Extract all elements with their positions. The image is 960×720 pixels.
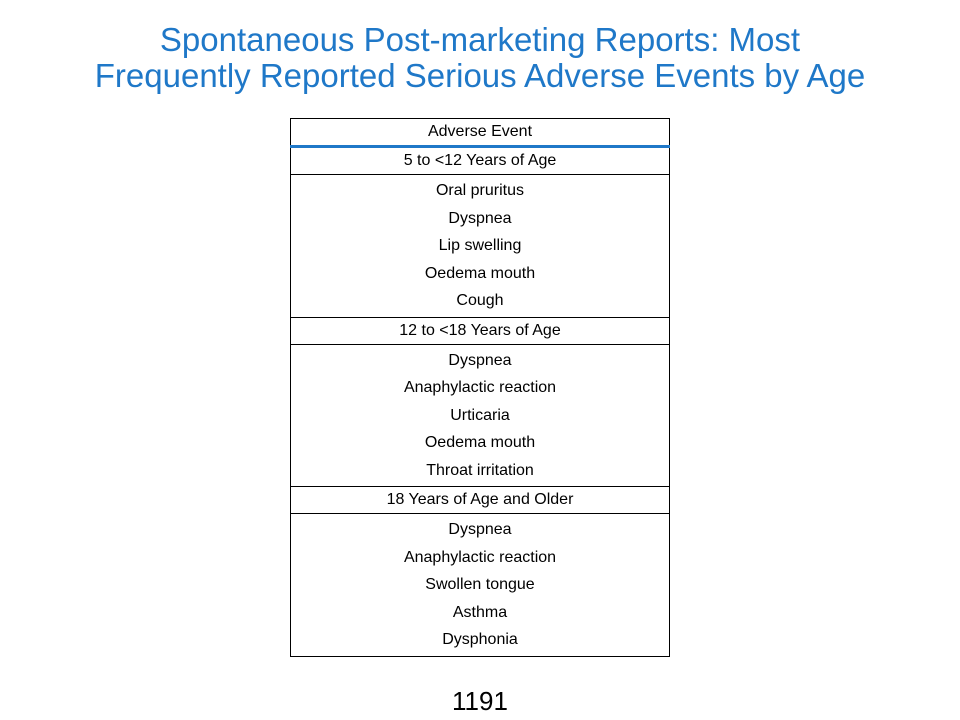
age-group-row: 18 Years of Age and Older	[290, 486, 670, 514]
slide-title-line-1: Spontaneous Post-marketing Reports: Most	[159, 21, 801, 58]
slide-title-line-2: Frequently Reported Serious Adverse Even…	[94, 57, 866, 94]
event-block: Oral pruritus Dyspnea Lip swelling Oedem…	[290, 174, 670, 318]
table-header-row: Adverse Event	[290, 118, 670, 148]
event-item: Asthma	[452, 603, 508, 621]
event-item: Urticaria	[450, 406, 510, 424]
event-item: Oral pruritus	[435, 182, 525, 199]
page-number: 1191	[452, 686, 508, 716]
event-item: Throat irritation	[426, 461, 534, 479]
event-item: Lip swelling	[438, 237, 522, 254]
adverse-events-table: Adverse Event 5 to <12 Years of Age Oral…	[290, 118, 670, 657]
event-block: Dyspnea Anaphylactic reaction Swollen to…	[290, 513, 670, 657]
age-group-row: 5 to <12 Years of Age	[290, 146, 670, 175]
event-item: Dyspnea	[448, 521, 512, 538]
age-group-row: 12 to <18 Years of Age	[290, 316, 670, 345]
age-group-label: 5 to <12 Years of Age	[290, 146, 670, 175]
event-item: Dyspnea	[448, 209, 512, 227]
age-group-label: 18 Years of Age and Older	[290, 486, 670, 514]
event-item: Oedema mouth	[424, 434, 536, 451]
event-item: Dysphonia	[442, 631, 518, 648]
event-item: Dyspnea	[448, 351, 512, 369]
event-item: Cough	[456, 292, 504, 309]
event-block: Dyspnea Anaphylactic reaction Urticaria …	[290, 343, 670, 487]
age-group-label: 12 to <18 Years of Age	[290, 316, 670, 345]
event-item: Oedema mouth	[424, 264, 536, 282]
slide-title: Spontaneous Post-marketing Reports: Most…	[0, 22, 960, 94]
event-item: Anaphylactic reaction	[403, 379, 557, 396]
column-header-adverse-event: Adverse Event	[290, 118, 670, 148]
event-item: Swollen tongue	[425, 576, 535, 593]
event-item: Anaphylactic reaction	[403, 548, 557, 566]
